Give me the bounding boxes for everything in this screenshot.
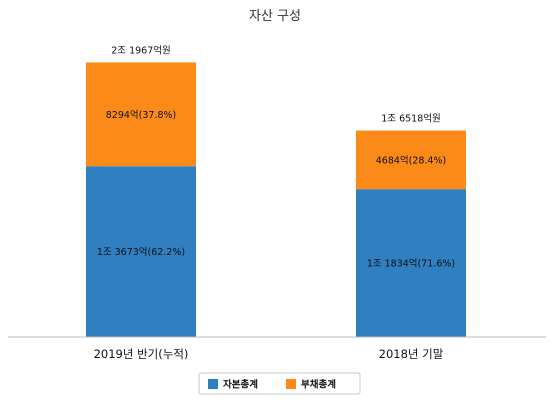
legend-box [198, 372, 361, 395]
legend-swatch-liabilities [286, 379, 296, 389]
total-label-1: 2조 1967억원 [111, 44, 170, 56]
total-label-2: 1조 6518억원 [381, 113, 440, 125]
legend-label-equity: 자본총계 [223, 379, 258, 391]
legend-swatch-equity [208, 379, 218, 389]
category-label-1: 2019년 반기(누적) [94, 347, 189, 361]
bar-segment-liabilities-1 [86, 62, 196, 167]
category-label-2: 2018년 기말 [379, 347, 444, 361]
data-label-liabilities-1: 8294억(37.8%) [106, 109, 177, 121]
legend: 자본총계 부채총계 [198, 372, 361, 395]
plot-area: 1조 3673억(62.2%) 8294억(37.8%) 2조 1967억원 2019… [86, 44, 466, 361]
bar-segment-equity-2 [356, 189, 466, 337]
legend-label-liabilities: 부채총계 [301, 379, 336, 391]
bar-segment-equity-1 [86, 166, 196, 337]
data-label-equity-2: 1조 1834억(71.6%) [367, 258, 455, 270]
data-label-equity-1: 1조 3673억(62.2%) [97, 246, 185, 258]
bar-segment-liabilities-2 [356, 130, 466, 190]
chart-title: 자산 구성 [249, 9, 301, 24]
data-label-liabilities-2: 4684억(28.4%) [376, 154, 447, 166]
